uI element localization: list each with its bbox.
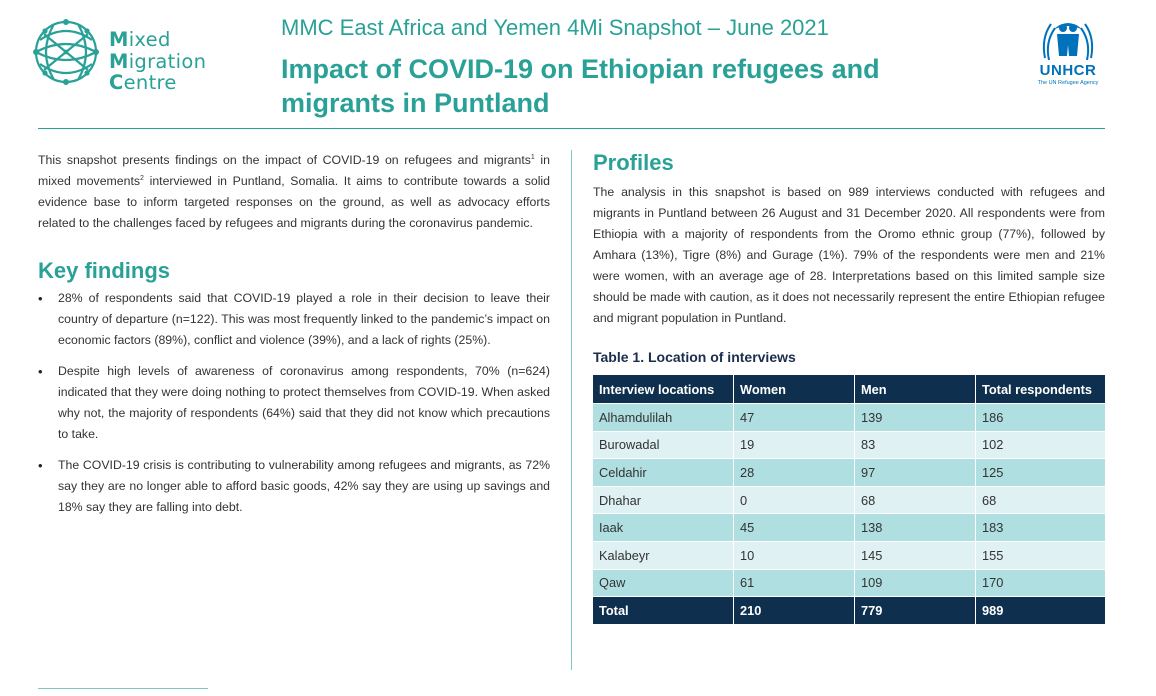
logo-word: Migration [109,49,207,73]
table-cell: 47 [733,403,854,431]
table-cell: 183 [975,513,1105,541]
table-cell: 102 [975,430,1105,459]
finding-item: Despite high levels of awareness of coro… [38,361,550,445]
table-row: Qaw 61 109 170 [593,568,1105,597]
table-cell: 68 [975,485,1105,514]
finding-item: The COVID-19 crisis is contributing to v… [38,455,550,518]
column-header: Women [733,375,854,403]
key-findings-list: 28% of respondents said that COVID-19 pl… [38,288,550,518]
column-header: Men [854,375,975,403]
table-cell: 109 [854,568,975,597]
column-header: Total respondents [975,375,1105,403]
table-cell: Total [593,596,733,624]
table-row: Alhamdulilah 47 139 186 [593,403,1105,431]
table-row: Celdahir 28 97 125 [593,458,1105,486]
table-cell: 779 [854,596,975,624]
logo-word: Centre [109,71,177,94]
table-cell: 68 [854,485,975,514]
table-cell: 155 [975,540,1105,569]
table-cell: 61 [733,568,854,597]
unhcr-name: UNHCR [1039,62,1097,79]
table-cell: Qaw [593,568,733,597]
table-cell: Iaak [593,513,733,541]
footnote-rule [38,688,208,689]
table-cell: Kalabeyr [593,540,733,569]
intro-paragraph: This snapshot presents findings on the i… [38,153,550,230]
unhcr-logo: UNHCR The UN Refugee Agency [1028,18,1108,98]
table-cell: 45 [733,513,854,541]
locations-table: Interview locations Women Men Total resp… [593,375,1105,624]
unhcr-tagline: The UN Refugee Agency [1037,80,1099,86]
table-row: Dhahar 0 68 68 [593,485,1105,514]
table-cell: 28 [733,458,854,486]
profiles-heading: Profiles [593,150,674,175]
column-header: Interview locations [593,375,733,403]
table-cell: 139 [854,403,975,431]
table-cell: 0 [733,485,854,514]
logo-wordmark: Mixed Migration Centre [109,29,206,94]
table-cell: 19 [733,430,854,459]
table-cell: Celdahir [593,458,733,486]
table-cell: 125 [975,458,1105,486]
finding-item: 28% of respondents said that COVID-19 pl… [38,288,550,351]
table-cell: 83 [854,430,975,459]
table-cell: Dhahar [593,485,733,514]
mmc-logo: Mixed Migration Centre [30,16,230,96]
footnote-ref-1: 1 [530,153,535,161]
table-row: Iaak 45 138 183 [593,513,1105,541]
table-cell: Burowadal [593,430,733,459]
table-cell: 10 [733,540,854,569]
profiles-paragraph: The analysis in this snapshot is based o… [593,185,1105,325]
table-row: Kalabeyr 10 145 155 [593,540,1105,569]
table-header-row: Interview locations Women Men Total resp… [593,375,1105,403]
report-supertitle: MMC East Africa and Yemen 4Mi Snapshot –… [281,15,829,40]
table-cell: 97 [854,458,975,486]
table-total-row: Total 210 779 989 [593,596,1105,624]
page-title: Impact of COVID-19 on Ethiopian refugees… [281,54,880,118]
right-column: Profiles The analysis in this snapshot i… [593,150,1105,624]
table-cell: 170 [975,568,1105,597]
table-row: Burowadal 19 83 102 [593,430,1105,459]
table-cell: 138 [854,513,975,541]
table-title: Table 1. Location of interviews [593,349,796,365]
mmc-network-icon [33,19,99,85]
table-cell: 145 [854,540,975,569]
logo-word: Mixed [109,28,171,51]
table-cell: 989 [975,596,1105,624]
column-divider [571,150,572,670]
table-cell: Alhamdulilah [593,403,733,431]
table-cell: 186 [975,403,1105,431]
header-divider [38,128,1105,129]
table-cell: 210 [733,596,854,624]
key-findings-heading: Key findings [38,258,171,283]
footnote-ref-2: 2 [140,174,144,182]
left-column: This snapshot presents findings on the i… [38,150,550,528]
unhcr-emblem-icon [1042,23,1094,61]
